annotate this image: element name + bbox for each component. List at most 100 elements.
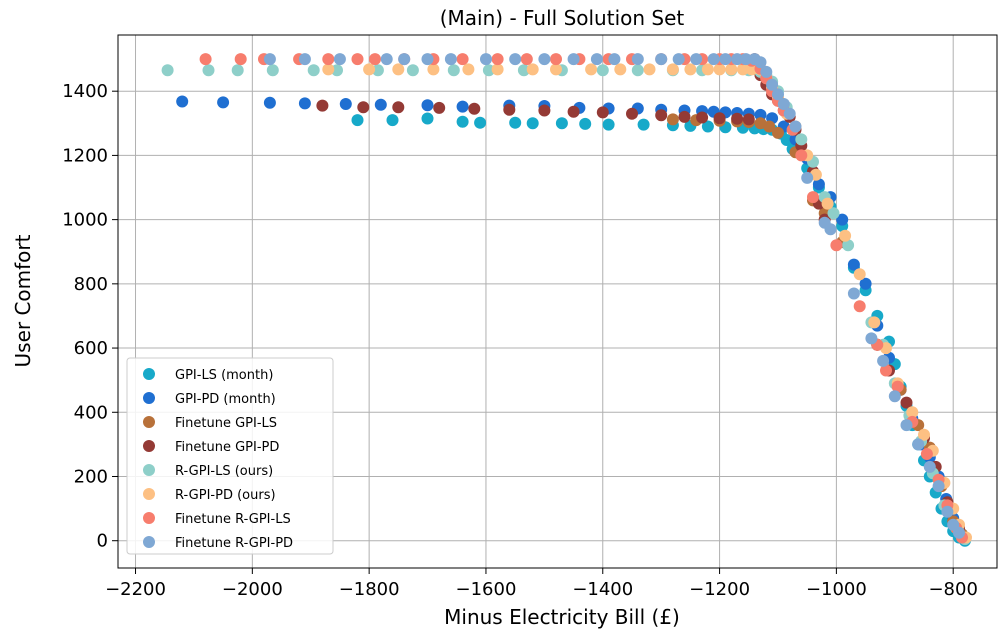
data-point: [421, 112, 434, 125]
data-point: [637, 118, 650, 131]
data-point: [754, 56, 767, 69]
data-point: [739, 53, 752, 66]
y-tick-label: 0: [97, 531, 108, 552]
data-point: [322, 63, 335, 76]
data-point: [298, 97, 311, 110]
y-axis-label: User Comfort: [11, 234, 35, 367]
data-point: [742, 113, 755, 126]
plot-frame: [117, 34, 998, 569]
data-point: [608, 53, 621, 66]
data-point: [906, 406, 919, 419]
data-point: [491, 63, 504, 76]
data-point: [474, 116, 487, 129]
data-point: [643, 63, 656, 76]
data-point: [731, 53, 744, 66]
data-point: [888, 390, 901, 403]
data-point: [614, 63, 627, 76]
legend-marker: [143, 368, 155, 380]
legend-label: R-GPI-LS (ours): [175, 464, 273, 479]
data-point: [480, 53, 492, 66]
data-point: [550, 63, 562, 76]
data-point: [322, 53, 335, 66]
data-point: [526, 63, 539, 76]
x-tick-label: −1000: [806, 579, 867, 600]
data-point: [912, 438, 925, 451]
data-point: [398, 53, 411, 66]
data-point: [371, 64, 384, 77]
data-point: [202, 64, 215, 77]
legend-label: Finetune GPI-PD: [175, 440, 279, 455]
data-point: [626, 107, 638, 120]
data-point: [369, 53, 381, 66]
data-point: [596, 64, 609, 77]
legend-marker: [143, 440, 155, 452]
x-axis-label: Minus Electricity Bill (£): [444, 605, 680, 629]
data-point: [766, 78, 779, 91]
legend-marker: [143, 392, 155, 404]
data-point: [772, 88, 784, 101]
data-point: [795, 133, 808, 146]
data-point: [707, 53, 720, 66]
legend-marker: [143, 536, 155, 548]
legend-label: GPI-LS (month): [175, 368, 273, 383]
data-point: [684, 63, 697, 76]
data-point: [392, 101, 405, 114]
data-point: [678, 110, 691, 123]
data-point: [176, 95, 189, 108]
data-point: [891, 380, 904, 393]
data-point: [824, 223, 837, 236]
data-point: [920, 448, 933, 460]
data-point: [932, 480, 945, 493]
data-point: [596, 106, 609, 119]
x-tick-label: −2200: [105, 579, 166, 600]
data-point: [941, 505, 954, 518]
data-point: [520, 53, 533, 66]
data-point: [763, 120, 776, 133]
data-point: [655, 109, 668, 122]
data-point: [456, 100, 469, 113]
data-point: [357, 101, 370, 114]
data-point: [585, 63, 598, 76]
data-point: [590, 53, 603, 66]
x-tick-label: −1600: [456, 579, 517, 600]
data-point: [503, 103, 516, 116]
data-point: [567, 53, 580, 66]
data-point: [380, 53, 393, 66]
y-tick-label: 800: [74, 274, 108, 295]
legend-box: [126, 357, 334, 555]
data-point: [231, 64, 244, 77]
axis-ticks: −2200 −2000 −1800 −1600 −1400 −1200 −1000 −800 0…: [62, 81, 978, 600]
series-6: [322, 63, 972, 544]
data-point: [199, 53, 212, 66]
legend-label: R-GPI-PD (ours): [175, 488, 276, 503]
data-point: [713, 112, 726, 125]
data-point: [839, 229, 852, 242]
legend-marker: [143, 464, 155, 476]
data-point: [953, 526, 965, 539]
y-tick-label: 400: [74, 402, 108, 423]
data-point: [538, 53, 551, 66]
data-point: [482, 64, 495, 77]
data-point: [351, 114, 364, 127]
y-tick-label: 1200: [62, 145, 108, 166]
data-point: [307, 64, 320, 77]
chart-title: (Main) - Full Solution Set: [440, 6, 685, 30]
data-point: [509, 53, 522, 66]
series-8: [263, 53, 965, 539]
data-point: [900, 396, 913, 409]
data-point: [491, 53, 504, 66]
y-tick-label: 600: [74, 338, 108, 359]
legend-label: GPI-PD (month): [175, 392, 276, 407]
data-point: [456, 53, 469, 66]
data-point: [847, 287, 860, 300]
data-point: [421, 53, 434, 66]
data-point: [161, 64, 174, 77]
data-point: [877, 354, 890, 367]
data-point: [263, 53, 276, 66]
legend: GPI-LS (month) GPI-PD (month) Finetune GPI…: [126, 357, 334, 555]
data-point: [731, 112, 744, 125]
data-points: [161, 53, 972, 547]
data-point: [462, 63, 475, 76]
data-point: [719, 53, 732, 66]
data-point: [468, 102, 481, 115]
